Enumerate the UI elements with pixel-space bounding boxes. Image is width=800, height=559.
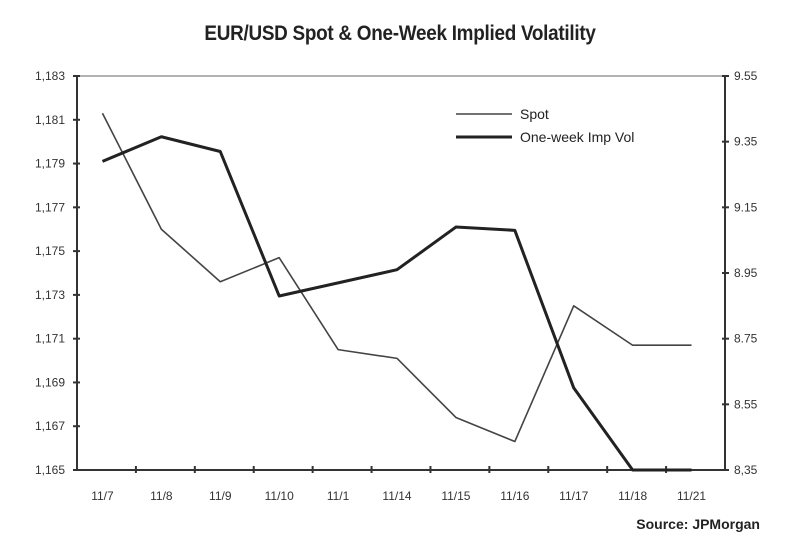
right-tick-label: 9.55 (734, 69, 758, 83)
left-tick-label: 1,167 (35, 419, 65, 433)
x-tick-label: 11/18 (618, 489, 647, 503)
chart-title: EUR/USD Spot & One-Week Implied Volatili… (204, 22, 596, 45)
x-tick-label: 11/17 (559, 489, 588, 503)
left-tick-label: 1,175 (35, 244, 65, 258)
right-tick-label: 8.55 (734, 397, 758, 411)
source-label: Source: (636, 516, 689, 532)
x-tick-label: 11/21 (677, 489, 706, 503)
right-tick-label: 9.35 (734, 135, 758, 149)
x-tick-label: 11/10 (265, 489, 294, 503)
left-tick-label: 1,179 (35, 157, 65, 171)
x-tick-label: 11/9 (209, 489, 232, 503)
source-name: JPMorgan (692, 516, 760, 532)
source-note: Source: JPMorgan (636, 516, 760, 532)
left-tick-label: 1,181 (35, 113, 65, 127)
left-tick-label: 1,173 (35, 288, 65, 302)
left-tick-label: 1,171 (35, 332, 65, 346)
x-tick-label: 11/7 (91, 489, 114, 503)
right-tick-label: 8,35 (734, 463, 758, 477)
spot-series-line (101, 112, 692, 443)
left-tick-label: 1,165 (35, 463, 65, 477)
x-tick-label: 11/14 (382, 489, 411, 503)
left-tick-label: 1,183 (35, 69, 65, 83)
vol-series-line (101, 135, 692, 472)
legend-label-spot: Spot (520, 106, 549, 122)
legend-label-vol: One-week Imp Vol (520, 129, 634, 145)
right-tick-label: 8.95 (734, 266, 758, 280)
left-tick-label: 1,169 (35, 375, 65, 389)
x-tick-label: 11/16 (500, 489, 529, 503)
right-tick-label: 9.15 (734, 200, 758, 214)
x-tick-label: 11/15 (441, 489, 470, 503)
right-tick-label: 8.75 (734, 332, 758, 346)
x-tick-label: 11/8 (150, 489, 173, 503)
x-tick-label: 11/1 (327, 489, 350, 503)
left-tick-label: 1,177 (35, 200, 65, 214)
